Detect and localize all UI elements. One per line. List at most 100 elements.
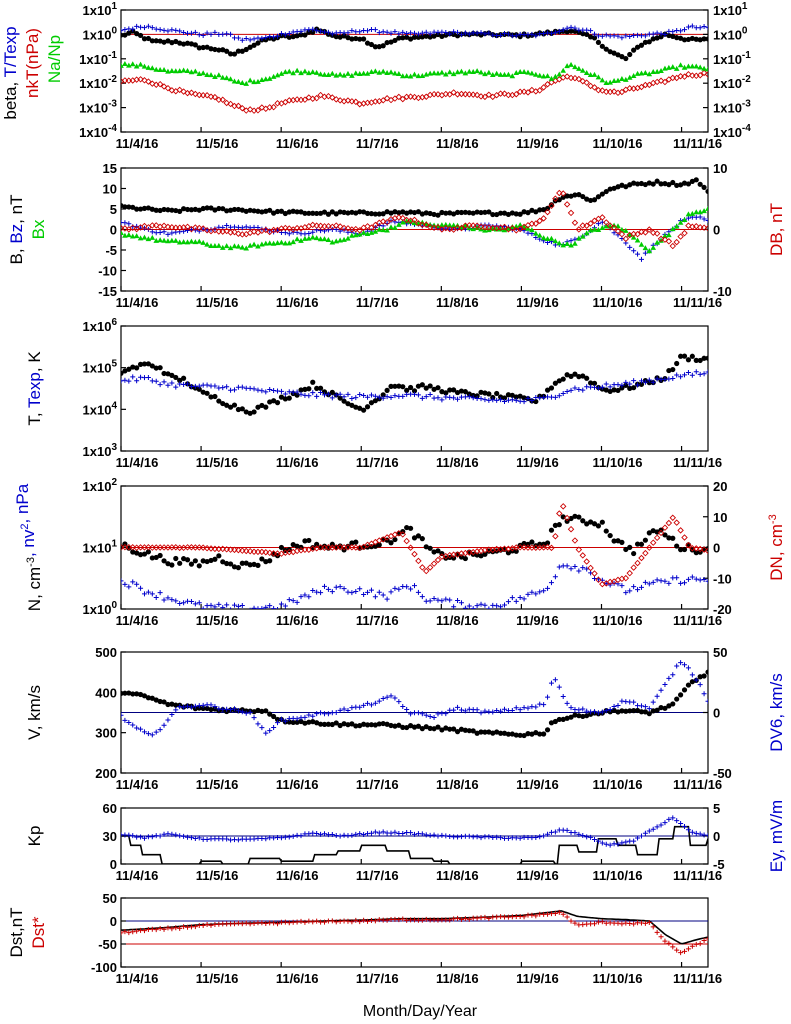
data-point [231, 564, 238, 570]
data-point [615, 841, 621, 847]
data-point [638, 709, 645, 715]
data-point [646, 530, 652, 536]
data-point [653, 534, 661, 542]
data-point [153, 26, 159, 32]
data-point [681, 216, 688, 222]
data-point [199, 225, 207, 232]
data-point [634, 44, 641, 50]
data-point [255, 243, 261, 249]
data-point [122, 377, 128, 383]
data-point [298, 70, 304, 76]
data-point [372, 221, 379, 229]
data-point [172, 237, 179, 243]
data-point [204, 241, 210, 247]
data-point [674, 182, 680, 189]
data-point [165, 717, 171, 723]
data-point [615, 703, 621, 709]
data-point [306, 393, 312, 399]
left-tick-label: 300 [95, 726, 117, 741]
data-point [696, 224, 704, 231]
series-nkTnPa [121, 69, 708, 114]
series-N [121, 513, 708, 571]
data-point [548, 720, 555, 726]
data-point [571, 74, 579, 82]
data-point [462, 605, 468, 609]
data-point [266, 240, 273, 246]
x-tick-label: 11/4/16 [116, 613, 159, 628]
data-point [357, 723, 363, 729]
data-point [606, 222, 614, 229]
data-point [196, 835, 202, 841]
data-point [314, 589, 320, 595]
data-point [388, 210, 394, 216]
data-point [595, 226, 602, 232]
right-axis-label: DB, nT [767, 203, 786, 256]
data-point [349, 540, 355, 546]
data-point [654, 30, 660, 36]
data-point [567, 525, 575, 533]
data-point [462, 389, 468, 395]
data-point [396, 699, 402, 705]
data-point [145, 78, 152, 85]
data-point [134, 928, 140, 934]
data-point [341, 398, 347, 404]
data-point [588, 380, 594, 386]
x-tick-label: 11/7/16 [356, 868, 399, 883]
data-point [134, 691, 140, 697]
data-point [223, 99, 230, 107]
data-point [337, 391, 343, 397]
data-point [563, 73, 571, 80]
data-point [623, 33, 629, 39]
data-point [451, 387, 457, 393]
x-tick-label: 11/5/16 [196, 868, 239, 883]
data-point [572, 371, 578, 377]
data-point [177, 208, 183, 214]
data-point [427, 70, 433, 76]
data-point [666, 580, 672, 586]
data-point [661, 78, 669, 86]
data-point [149, 229, 155, 235]
data-point [376, 542, 382, 548]
data-point [529, 539, 535, 545]
data-point [411, 34, 418, 40]
data-point [533, 209, 539, 215]
data-point [379, 218, 387, 225]
data-point [469, 222, 477, 229]
data-point [286, 225, 293, 232]
data-point [333, 211, 339, 217]
data-point [263, 208, 269, 214]
data-point [388, 224, 394, 230]
data-point [243, 208, 249, 214]
data-point [529, 227, 535, 233]
x-tick-label: 11/9/16 [516, 868, 559, 883]
x-tick-label: 11/10/16 [593, 613, 643, 628]
data-point [165, 207, 171, 213]
data-point [477, 93, 485, 100]
data-point [235, 920, 241, 926]
data-point [529, 731, 535, 737]
data-point [204, 30, 210, 36]
data-point [220, 400, 226, 407]
data-point [646, 248, 653, 254]
series-DN [121, 503, 708, 588]
data-point [212, 243, 218, 249]
data-point [282, 718, 288, 724]
data-point [631, 180, 637, 186]
data-point [513, 223, 520, 229]
data-point [404, 387, 410, 394]
data-point [208, 557, 214, 564]
data-point [631, 248, 637, 254]
data-point [658, 181, 664, 187]
data-point [286, 834, 292, 840]
data-point [568, 193, 574, 199]
data-point [239, 709, 245, 715]
x-tick-label: 11/10/16 [593, 971, 643, 986]
data-point [630, 73, 637, 79]
data-point [478, 553, 484, 559]
data-point [693, 357, 699, 363]
data-point [509, 397, 515, 403]
data-point [196, 600, 202, 606]
data-point [548, 202, 555, 208]
data-point [306, 918, 312, 924]
data-point [130, 722, 136, 728]
